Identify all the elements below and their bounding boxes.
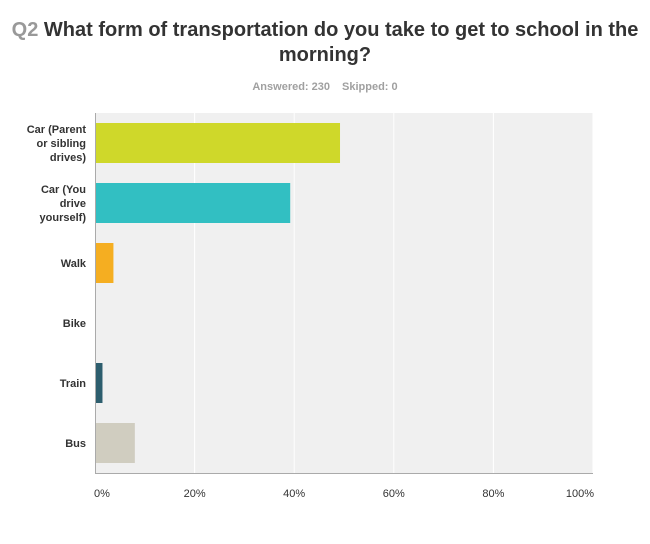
- question-title: Q2 What form of transportation do you ta…: [0, 18, 650, 68]
- plot-background: [95, 113, 593, 473]
- category-label: Bus: [65, 438, 86, 450]
- bar-0: [96, 123, 341, 163]
- x-tick-label: 40%: [283, 488, 305, 500]
- category-label: drive: [60, 198, 86, 210]
- category-label: Car (You: [41, 184, 86, 196]
- answered-count: Answered: 230: [252, 81, 331, 93]
- category-label: or sibling: [37, 138, 87, 150]
- x-tick-label: 20%: [184, 488, 206, 500]
- category-label: Car (Parent: [27, 124, 87, 136]
- category-label: Train: [60, 378, 87, 390]
- x-tick-label: 80%: [482, 488, 504, 500]
- response-stats: Answered: 230 Skipped: 0: [0, 81, 650, 93]
- question-title-line2: morning?: [278, 44, 372, 66]
- category-label: Bike: [63, 318, 86, 330]
- question-number: Q2: [11, 19, 39, 41]
- category-label: yourself): [40, 212, 87, 224]
- bar-5: [96, 423, 135, 463]
- x-tick-label: 0%: [94, 488, 110, 500]
- bar-4: [96, 363, 103, 403]
- bar-1: [96, 183, 291, 223]
- bar-2: [96, 243, 114, 283]
- x-tick-label: 100%: [566, 488, 594, 500]
- category-label: drives): [50, 152, 86, 164]
- x-tick-label: 60%: [383, 488, 405, 500]
- question-title-line1: What form of transportation do you take …: [43, 19, 639, 41]
- category-label: Walk: [61, 258, 87, 270]
- skipped-count: Skipped: 0: [342, 81, 398, 93]
